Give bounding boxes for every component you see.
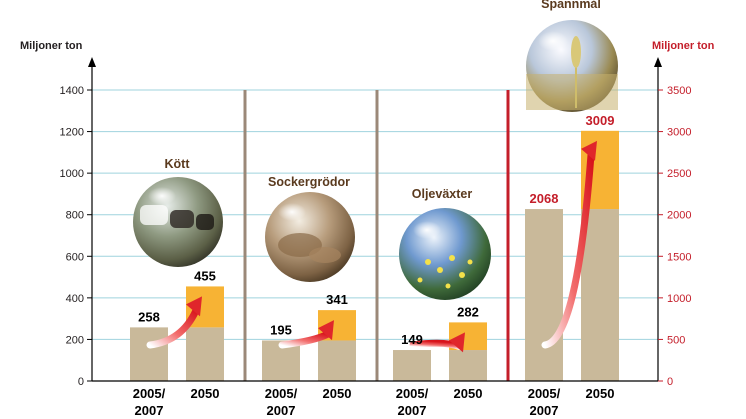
increase-arrow-head-3: [581, 140, 597, 161]
right-axis-label: Miljoner ton: [652, 40, 715, 52]
bar-0-baseline: [130, 327, 168, 381]
category-title: Oljeväxter: [412, 187, 473, 201]
left-tick-label: 0: [78, 376, 84, 388]
right-tick-label: 2500: [667, 168, 691, 180]
value-label: 341: [326, 292, 348, 307]
bar-3-baseline: [525, 209, 563, 381]
group-separators: [243, 90, 510, 381]
increase-arrow-3: [541, 151, 595, 349]
right-tick-label: 3500: [667, 85, 691, 97]
sugar-crop-photo-icon: [265, 192, 355, 282]
labels: 258 455 Kött 2005/2007 2050 195 341 Sockergrödo…: [133, 0, 615, 418]
increase-arrows: [146, 140, 597, 353]
right-tick-label: 3000: [667, 127, 691, 139]
wheat-photo-icon: [526, 20, 618, 112]
left-tick-label: 800: [66, 210, 84, 222]
left-tick-label: 1000: [60, 168, 84, 180]
x-tick-label: 2007: [267, 403, 296, 418]
value-label: 3009: [586, 113, 615, 128]
right-tick-label: 500: [667, 334, 685, 346]
right-tick-label: 2000: [667, 210, 691, 222]
increase-arrow-head-0: [186, 296, 202, 317]
category-images: [133, 20, 618, 300]
x-tick-label: 2050: [323, 386, 352, 401]
increase-arrow-head-1: [318, 320, 334, 341]
right-tick-label: 1000: [667, 293, 691, 305]
left-axis-label: Miljoner ton: [20, 40, 83, 52]
x-tick-label: 2005/: [265, 386, 298, 401]
axis-ticks: 0 200 400 600 800 1000 1200 1400 0 500 1000 1500 200…: [60, 85, 692, 388]
right-tick-label: 1500: [667, 251, 691, 263]
category-title: Sockergrödor: [268, 175, 350, 189]
increase-arrow-0: [146, 306, 200, 349]
x-tick-label: 2050: [454, 386, 483, 401]
left-tick-label: 600: [66, 251, 84, 263]
x-tick-label: 2005/: [528, 386, 561, 401]
x-tick-label: 2007: [398, 403, 427, 418]
right-axis-arrow-icon: [654, 57, 662, 67]
value-label: 149: [401, 332, 423, 347]
value-label: 282: [457, 304, 479, 319]
bars: [130, 130, 619, 381]
axes: Miljoner ton Miljoner ton: [20, 40, 715, 382]
left-tick-label: 1400: [60, 85, 84, 97]
left-tick-label: 400: [66, 293, 84, 305]
x-tick-label: 2005/: [133, 386, 166, 401]
increase-arrow-1: [278, 330, 332, 349]
x-tick-label: 2005/: [396, 386, 429, 401]
category-title: Kött: [165, 157, 191, 171]
bar-0-2050-base: [186, 327, 224, 381]
left-axis-arrow-icon: [88, 57, 96, 67]
category-title: Spannmål: [541, 0, 601, 11]
cattle-photo-icon: [133, 177, 223, 267]
left-tick-label: 1200: [60, 127, 84, 139]
x-tick-label: 2050: [191, 386, 220, 401]
increase-arrow-head-2: [449, 332, 465, 353]
rapeseed-photo-icon: [399, 208, 491, 300]
right-tick-label: 0: [667, 376, 673, 388]
bar-1-2050-base: [318, 340, 356, 381]
x-tick-label: 2007: [135, 403, 164, 418]
bar-2-2050-base: [449, 350, 487, 381]
value-label: 455: [194, 268, 216, 283]
x-tick-label: 2007: [530, 403, 559, 418]
value-label: 2068: [530, 191, 559, 206]
bar-3-2050-base: [581, 209, 619, 381]
bar-2-baseline: [393, 350, 431, 381]
value-label: 195: [270, 322, 292, 337]
left-tick-label: 200: [66, 334, 84, 346]
x-tick-label: 2050: [586, 386, 615, 401]
value-label: 258: [138, 309, 160, 324]
